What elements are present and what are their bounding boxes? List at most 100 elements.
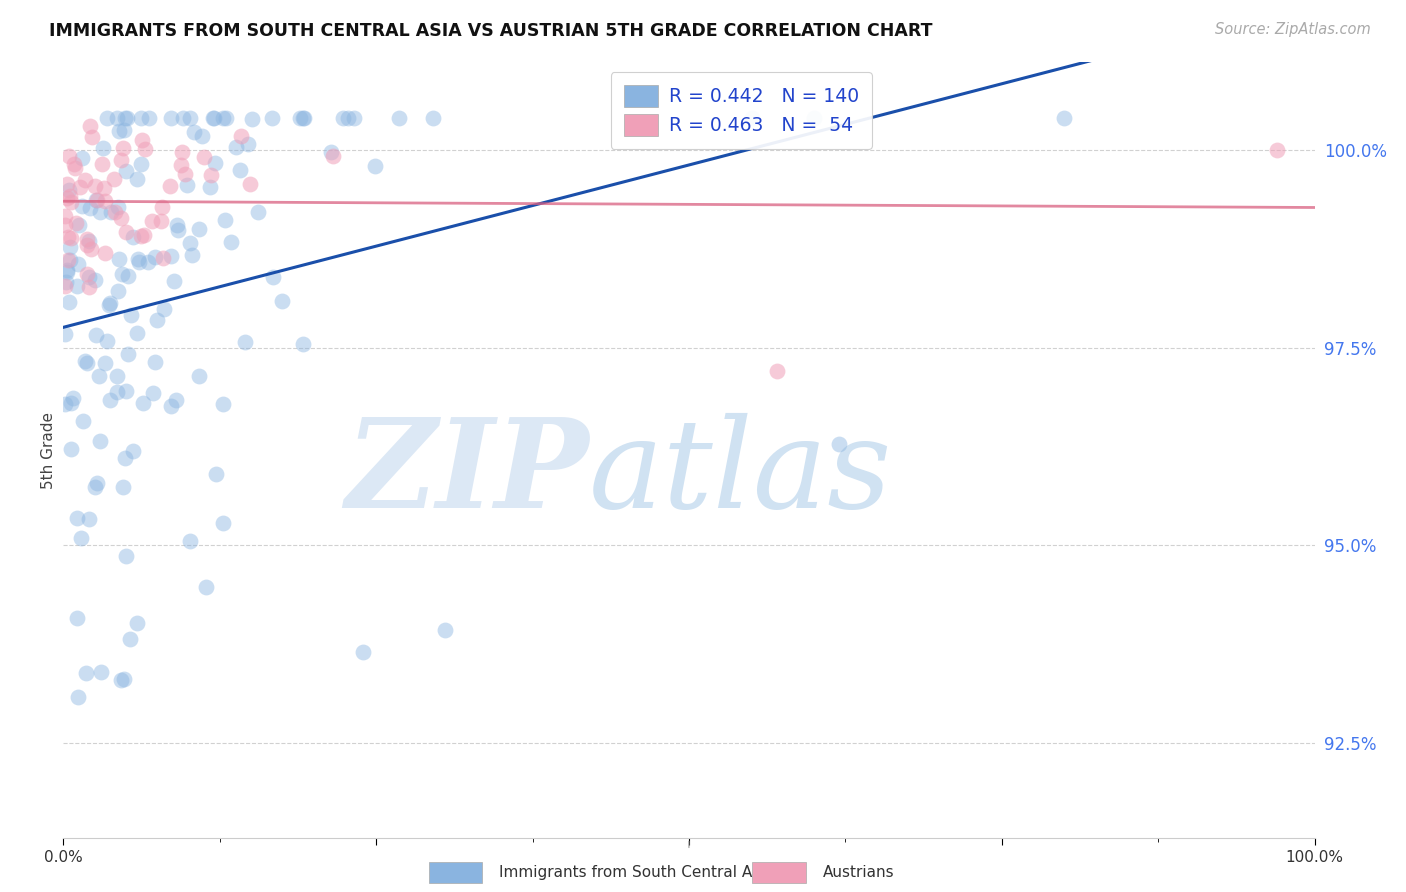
Point <box>62 391 84 405</box>
Point <box>172 111 194 125</box>
Point <box>200 168 222 182</box>
Point <box>152 252 174 266</box>
Point <box>352 645 374 659</box>
Point <box>160 111 183 125</box>
Point <box>59 396 82 410</box>
Point <box>179 111 201 125</box>
Point <box>83 479 105 493</box>
Point <box>87 368 110 383</box>
Point <box>96 334 118 348</box>
Point <box>172 145 194 159</box>
Point <box>59 253 82 268</box>
Point <box>91 157 114 171</box>
Point <box>56 177 79 191</box>
Point <box>105 111 128 125</box>
Point <box>107 201 129 215</box>
Point <box>59 231 82 245</box>
Point <box>55 265 77 279</box>
Point <box>179 533 201 548</box>
Text: Austrians: Austrians <box>823 865 894 880</box>
Point <box>120 308 142 322</box>
Point <box>167 223 190 237</box>
Point <box>53 279 76 293</box>
Point <box>262 269 284 284</box>
Point <box>73 173 96 187</box>
Point <box>122 443 145 458</box>
Point <box>292 111 315 125</box>
Point <box>79 119 101 133</box>
Point <box>97 298 120 312</box>
Point <box>141 214 163 228</box>
Point <box>66 278 89 293</box>
Point <box>219 235 242 249</box>
Point <box>127 252 149 266</box>
Point <box>146 313 169 327</box>
Point <box>112 123 135 137</box>
Point <box>58 149 80 163</box>
Point <box>84 178 107 193</box>
Point <box>176 178 198 192</box>
Point <box>201 111 224 125</box>
Point <box>143 250 166 264</box>
Point <box>94 356 117 370</box>
Point <box>66 257 89 271</box>
Point <box>86 193 108 207</box>
Point <box>132 227 155 242</box>
Point <box>322 149 344 163</box>
Point <box>211 111 233 125</box>
Point <box>77 234 100 248</box>
Point <box>181 247 204 261</box>
Point <box>77 279 100 293</box>
Point <box>117 346 139 360</box>
Point <box>110 267 132 281</box>
Point <box>84 328 107 343</box>
Text: Source: ZipAtlas.com: Source: ZipAtlas.com <box>1215 22 1371 37</box>
Point <box>422 111 444 125</box>
Text: IMMIGRANTS FROM SOUTH CENTRAL ASIA VS AUSTRIAN 5TH GRADE CORRELATION CHART: IMMIGRANTS FROM SOUTH CENTRAL ASIA VS AU… <box>49 22 932 40</box>
Point <box>60 442 83 456</box>
Point <box>165 392 187 407</box>
Point <box>76 232 98 246</box>
Point <box>103 172 125 186</box>
Point <box>66 690 89 704</box>
Point <box>93 181 115 195</box>
Point <box>388 111 411 125</box>
Point <box>343 111 366 125</box>
Point <box>193 149 215 163</box>
Point <box>75 665 97 680</box>
Text: Immigrants from South Central Asia: Immigrants from South Central Asia <box>499 865 775 880</box>
Point <box>96 111 118 125</box>
Point <box>803 111 825 125</box>
Point <box>434 623 457 637</box>
Point <box>215 111 238 125</box>
Point <box>63 157 86 171</box>
Point <box>56 253 79 268</box>
Point <box>741 111 763 125</box>
Point <box>112 141 135 155</box>
Point <box>91 141 114 155</box>
Point <box>112 672 135 686</box>
Point <box>58 294 80 309</box>
Point <box>90 665 112 679</box>
Point <box>79 201 101 215</box>
Legend: R = 0.442   N = 140, R = 0.463   N =  54: R = 0.442 N = 140, R = 0.463 N = 54 <box>610 72 872 149</box>
Point <box>159 399 181 413</box>
Point <box>63 161 86 176</box>
Point <box>134 142 156 156</box>
Point <box>79 270 101 285</box>
Point <box>86 475 108 490</box>
Point <box>108 252 131 266</box>
Point <box>166 218 188 232</box>
Point <box>225 139 247 153</box>
Point <box>105 368 128 383</box>
Point <box>65 215 87 229</box>
Point <box>110 673 132 688</box>
Point <box>110 153 132 167</box>
Point <box>104 205 127 219</box>
Point <box>117 269 139 284</box>
Y-axis label: 5th Grade: 5th Grade <box>41 412 56 489</box>
Point <box>121 229 143 244</box>
Point <box>94 245 117 260</box>
Point <box>235 335 257 350</box>
Point <box>59 239 82 253</box>
